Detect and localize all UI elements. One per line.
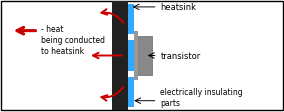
Bar bbox=[128, 41, 134, 71]
Bar bbox=[134, 31, 138, 81]
Text: transistor: transistor bbox=[160, 52, 201, 60]
Text: heatsink: heatsink bbox=[160, 3, 197, 12]
Text: electrically insulating
parts: electrically insulating parts bbox=[160, 87, 243, 107]
Bar bbox=[128, 4, 134, 35]
Text: - heat
being conducted
to heatsink: - heat being conducted to heatsink bbox=[41, 25, 105, 56]
Bar bbox=[138, 37, 152, 75]
Bar bbox=[128, 77, 134, 108]
Bar bbox=[112, 2, 128, 110]
